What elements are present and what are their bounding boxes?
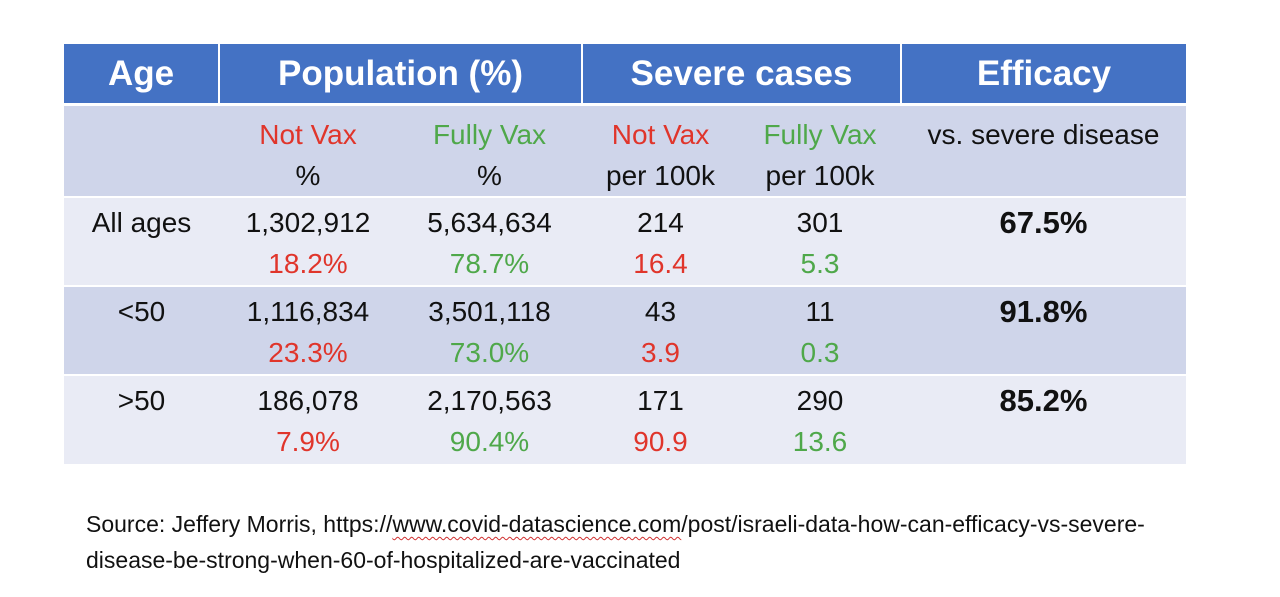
count-value: 3,501,118 [428,296,551,327]
source-citation: Source: Jeffery Morris, https://www.covi… [86,506,1206,578]
subheader-sev-fully-vax: Fully Vax per 100k [739,104,901,198]
subheader-label: Not Vax [611,119,710,150]
pct-value: 90.4% [449,426,530,457]
rate-value: 0.3 [800,337,840,368]
subheader-unit: % [477,160,502,191]
sev-fully-vax-cell: 290 13.6 [739,375,901,464]
table-row: All ages 1,302,912 18.2% 5,634,634 78.7%… [64,197,1186,287]
count-value: 186,078 [257,385,359,416]
sev-not-vax-cell: 214 16.4 [582,197,739,287]
subheader-unit: % [295,160,321,191]
vaccine-efficacy-table: Age Population (%) Severe cases Efficacy… [64,44,1186,464]
rate-value: 3.9 [641,337,680,368]
count-value: 290 [796,385,844,416]
subheader-label: Not Vax [259,119,357,150]
age-cell: >50 [64,375,219,464]
rate-value: 5.3 [800,248,840,279]
source-prefix: Source: Jeffery Morris, https:// [86,511,393,537]
subheader-row: Not Vax % Fully Vax % Not Vax per 100k F… [64,104,1186,198]
age-cell: All ages [64,197,219,287]
header-severe-cases: Severe cases [581,44,901,106]
subheader-age-empty [64,104,219,198]
pop-fully-vax-cell: 3,501,118 73.0% [397,286,582,376]
header-row: Age Population (%) Severe cases Efficacy [64,44,1186,106]
subheader-unit: per 100k [606,160,715,191]
pct-value: 73.0% [449,337,530,368]
pop-not-vax-cell: 186,078 7.9% [219,375,397,464]
count-value: 11 [805,296,835,327]
source-domain: www.covid-datascience.com [392,511,682,537]
sev-not-vax-cell: 171 90.9 [582,375,739,464]
rate-value: 13.6 [792,426,848,457]
header-population: Population (%) [218,44,582,106]
efficacy-value: 85.2% [999,383,1088,418]
count-value: 5,634,634 [427,207,552,238]
sev-fully-vax-cell: 11 0.3 [739,286,901,376]
sev-fully-vax-cell: 301 5.3 [739,197,901,287]
count-value: 301 [796,207,844,238]
subheader-pop-not-vax: Not Vax % [219,104,397,198]
efficacy-value: 91.8% [999,294,1088,329]
pct-value: 23.3% [268,337,348,368]
subheader-unit: per 100k [765,160,875,191]
table-row: >50 186,078 7.9% 2,170,563 90.4% 171 90.… [64,375,1186,464]
pct-value: 18.2% [268,248,348,279]
rate-value: 16.4 [633,248,688,279]
pop-not-vax-cell: 1,302,912 18.2% [219,197,397,287]
pop-fully-vax-cell: 5,634,634 78.7% [397,197,582,287]
count-value: 43 [644,296,677,327]
age-cell: <50 [64,286,219,376]
subheader-label: Fully Vax [432,119,547,150]
header-efficacy: Efficacy [900,44,1186,106]
subheader-label: Fully Vax [763,119,877,150]
efficacy-cell: 67.5% [901,197,1186,287]
table-row: <50 1,116,834 23.3% 3,501,118 73.0% 43 3… [64,286,1186,376]
efficacy-cell: 85.2% [901,375,1186,464]
count-value: 2,170,563 [427,385,552,416]
efficacy-value: 67.5% [999,205,1088,240]
subheader-sev-not-vax: Not Vax per 100k [582,104,739,198]
count-value: 214 [637,207,684,238]
count-value: 1,116,834 [246,296,370,327]
pop-not-vax-cell: 1,116,834 23.3% [219,286,397,376]
header-age: Age [64,44,219,106]
source-path: /post/israeli-data-how-can-efficacy-vs-s… [86,511,1145,573]
subheader-efficacy-desc: vs. severe disease [927,119,1160,150]
efficacy-cell: 91.8% [901,286,1186,376]
pct-value: 78.7% [449,248,530,279]
count-value: 171 [637,385,684,416]
count-value: 1,302,912 [245,207,371,238]
rate-value: 90.9 [633,426,688,457]
pct-value: 7.9% [276,426,340,457]
subheader-pop-fully-vax: Fully Vax % [397,104,582,198]
sev-not-vax-cell: 43 3.9 [582,286,739,376]
subheader-efficacy: vs. severe disease [901,104,1186,198]
pop-fully-vax-cell: 2,170,563 90.4% [397,375,582,464]
